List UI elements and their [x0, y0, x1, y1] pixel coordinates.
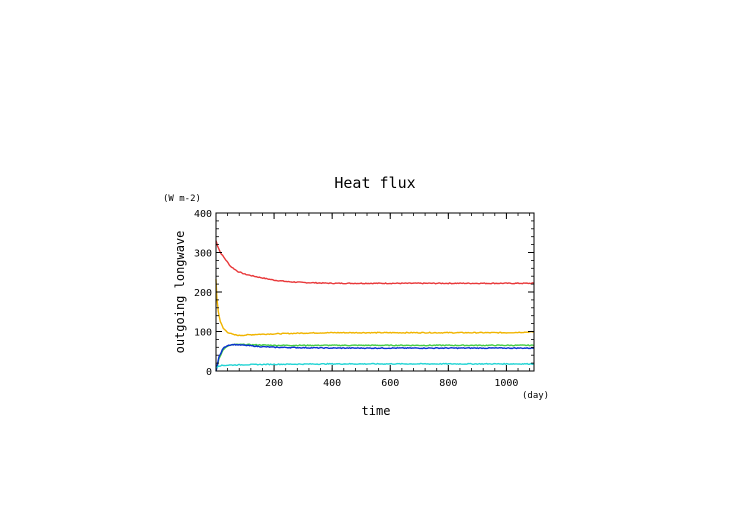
x-tick-label: 400 — [323, 378, 341, 389]
series-line-2 — [215, 279, 535, 337]
y-tick-label: 300 — [194, 249, 212, 260]
y-tick-label: 200 — [194, 288, 212, 299]
x-tick-label: 200 — [265, 378, 283, 389]
chart-title: Heat flux — [334, 174, 415, 192]
series-line-1 — [215, 240, 535, 285]
x-tick-label: 800 — [439, 378, 457, 389]
y-unit-label: (W m-2) — [163, 194, 201, 204]
x-unit-label: (day) — [522, 391, 549, 401]
y-tick-label: 100 — [194, 328, 212, 339]
tick-group: 200 400 600 800 1000 0 100 200 300 400 — [194, 209, 534, 389]
y-axis-label: outgoing longwave — [173, 231, 187, 354]
plot-series-group — [215, 240, 535, 372]
x-axis-label: time — [362, 404, 391, 418]
x-tick-label: 1000 — [494, 378, 518, 389]
x-tick-label: 600 — [381, 378, 399, 389]
series-line-4 — [215, 343, 535, 372]
y-tick-label: 0 — [206, 367, 212, 378]
y-tick-label: 400 — [194, 209, 212, 220]
series-line-3 — [215, 343, 535, 372]
series-line-5 — [215, 362, 535, 369]
